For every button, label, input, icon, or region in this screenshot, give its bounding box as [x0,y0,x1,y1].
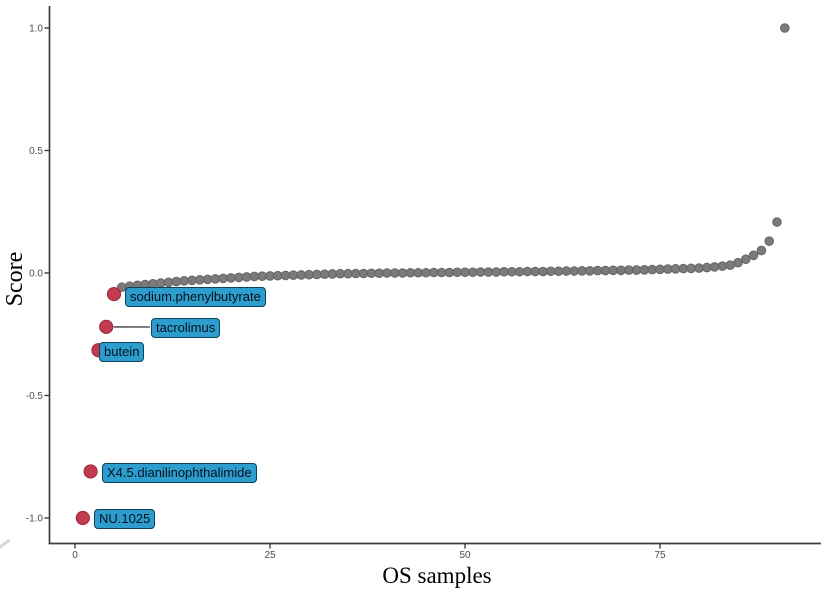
y-tick-label: -0.5 [26,391,44,402]
sample-point [187,275,197,286]
y-tick-label: 0.0 [29,269,43,280]
highlighted-point [106,286,122,302]
sample-point [756,245,767,256]
y-tick-label: -1.0 [26,514,44,525]
sample-point [156,278,166,288]
sample-point [124,281,135,292]
sample-point [195,275,205,285]
sample-point [179,276,189,286]
sample-point [717,261,728,271]
sample-point [202,274,213,285]
sample-point [780,23,790,33]
y-tick-label: 1.0 [29,24,43,35]
x-tick-label: 25 [264,550,276,561]
x-tick-label: 50 [459,550,471,561]
highlighted-point [99,319,114,334]
x-tick-label: 0 [72,550,78,561]
sample-point [764,236,775,246]
sample-point [772,217,782,227]
y-axis-title: Score [2,251,28,307]
sample-point [148,278,158,289]
sample-point [218,273,228,284]
highlighted-point [75,510,90,526]
y-tick-label: 0.5 [29,146,43,157]
highlighted-point [83,464,98,479]
sample-point [171,276,182,287]
x-tick-label: 75 [654,550,666,561]
sample-point [702,262,712,273]
sample-point [140,279,150,290]
sample-point [163,277,174,288]
sample-point [234,272,244,283]
highlighted-point [91,343,106,358]
sample-point [748,250,759,261]
sample-point [709,262,720,272]
sample-point [725,260,736,270]
sample-point [741,254,751,265]
sample-point [733,257,743,268]
sample-point [226,273,236,283]
sample-point [241,272,252,282]
sample-point [694,263,704,273]
sample-point [132,280,143,291]
sample-point [210,274,221,284]
x-axis-title: OS samples [382,563,492,588]
